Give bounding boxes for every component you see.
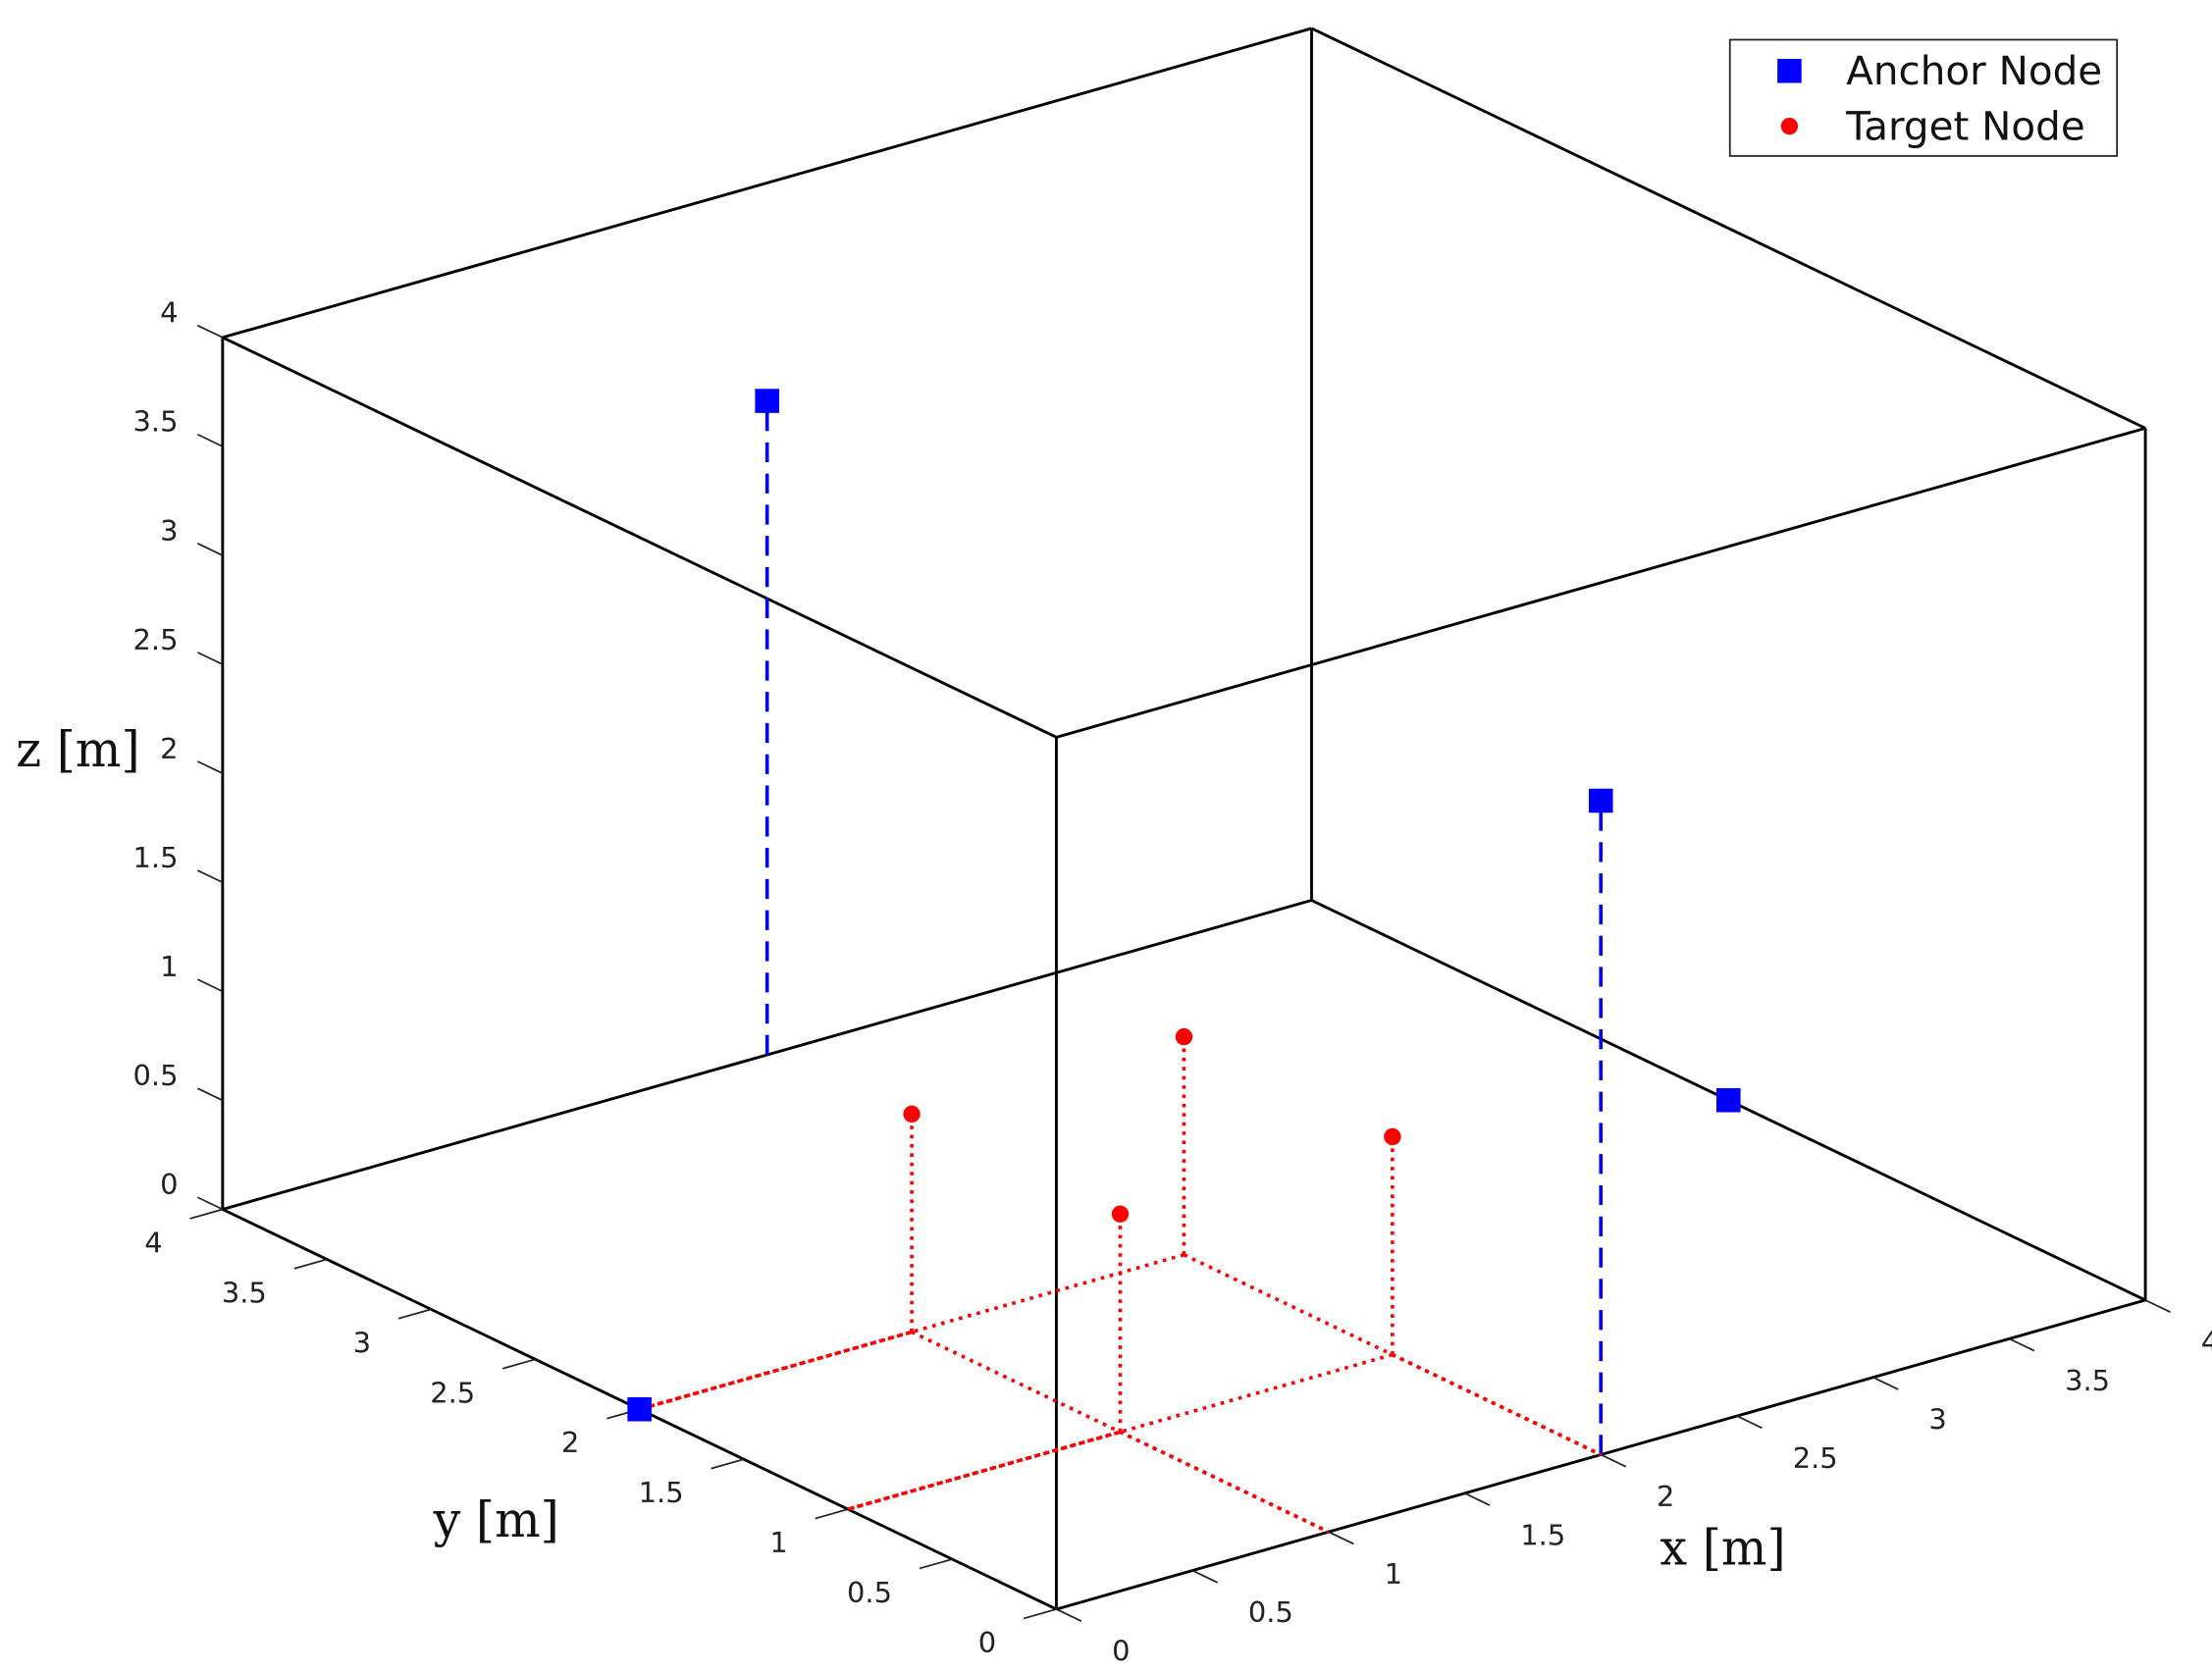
x-tick bbox=[2144, 1299, 2171, 1313]
x-tick bbox=[1600, 1453, 1627, 1468]
x-tick bbox=[1464, 1492, 1491, 1506]
x-tick-label: 1 bbox=[1385, 1557, 1402, 1591]
target-marker bbox=[1175, 1027, 1193, 1046]
y-tick bbox=[397, 1308, 432, 1320]
anchor-marker bbox=[1588, 788, 1613, 813]
z-tick bbox=[196, 1196, 224, 1211]
x-tick-label: 0.5 bbox=[1248, 1595, 1293, 1629]
z-tick-label: 0.5 bbox=[133, 1059, 179, 1092]
z-tick bbox=[196, 1087, 224, 1102]
anchor-marker bbox=[627, 1396, 652, 1422]
x-tick bbox=[1872, 1376, 1899, 1390]
x-tick-label: 4 bbox=[2201, 1326, 2212, 1359]
y-tick-label: 3 bbox=[353, 1326, 371, 1359]
z-axis-label: z [m] bbox=[16, 721, 139, 778]
y-tick bbox=[711, 1458, 745, 1470]
y-tick bbox=[189, 1208, 224, 1220]
y-axis-label: y [m] bbox=[433, 1491, 559, 1548]
z-tick bbox=[196, 760, 224, 774]
data-layer bbox=[627, 389, 1741, 1534]
legend-marker bbox=[1777, 58, 1802, 83]
x-tick bbox=[1056, 1608, 1082, 1622]
y-tick-label: 3.5 bbox=[222, 1276, 267, 1309]
x-tick bbox=[1191, 1569, 1218, 1584]
z-tick bbox=[196, 652, 224, 665]
target-marker bbox=[903, 1105, 921, 1124]
z-tick-label: 1.5 bbox=[133, 841, 179, 874]
z-tick bbox=[196, 543, 224, 556]
z-tick-label: 0 bbox=[160, 1168, 178, 1201]
projection-line bbox=[1392, 1352, 1603, 1457]
x-tick-label: 0 bbox=[1112, 1635, 1130, 1668]
box-edge bbox=[222, 336, 1058, 739]
anchor-marker bbox=[1716, 1087, 1741, 1113]
x-tick bbox=[1736, 1415, 1763, 1430]
y-tick bbox=[293, 1258, 328, 1270]
x-tick bbox=[2009, 1337, 2035, 1352]
z-tick-label: 4 bbox=[160, 296, 178, 330]
x-tick-label: 2 bbox=[1657, 1480, 1674, 1513]
y-tick bbox=[1023, 1608, 1057, 1620]
z-tick-label: 2.5 bbox=[133, 623, 179, 656]
x-tick-label: 2.5 bbox=[1793, 1441, 1838, 1475]
x-tick-label: 3.5 bbox=[2065, 1364, 2110, 1397]
y-tick-label: 0 bbox=[978, 1626, 996, 1659]
x-tick bbox=[1328, 1531, 1354, 1545]
legend-label: Target Node bbox=[1845, 103, 2085, 150]
ticks: 0 0.5 1 1.5 2 2.5 3 3.5 4 0 0.5 1 1.5 2 2.5 3 3.5 4 0 0.5 1 1… bbox=[133, 296, 2212, 1668]
box-edge bbox=[1310, 26, 2146, 430]
box-edge bbox=[222, 26, 1312, 340]
y-tick bbox=[501, 1358, 536, 1370]
x-axis-label: x [m] bbox=[1659, 1520, 1785, 1577]
z-tick-label: 3.5 bbox=[133, 405, 179, 439]
projection-line bbox=[847, 1352, 1394, 1511]
z-tick bbox=[196, 433, 224, 447]
x-tick-label: 3 bbox=[1928, 1402, 1946, 1436]
legend-marker bbox=[1780, 117, 1799, 135]
y-tick-label: 0.5 bbox=[847, 1576, 892, 1609]
z-tick-label: 2 bbox=[160, 732, 178, 765]
z-tick-label: 3 bbox=[160, 514, 178, 548]
y-tick-label: 2.5 bbox=[430, 1376, 475, 1409]
projection-line bbox=[1119, 1430, 1330, 1534]
legend-label: Anchor Node bbox=[1846, 47, 2102, 94]
y-tick-label: 1.5 bbox=[639, 1476, 684, 1509]
projection-line bbox=[639, 1252, 1185, 1411]
y-tick-label: 1 bbox=[769, 1526, 787, 1559]
y-tick bbox=[815, 1508, 849, 1520]
z-tick bbox=[196, 324, 224, 339]
z-tick-label: 1 bbox=[160, 950, 178, 983]
anchor-marker bbox=[755, 389, 779, 413]
y-tick-label: 2 bbox=[561, 1426, 579, 1459]
target-marker bbox=[1384, 1127, 1401, 1146]
box-edge bbox=[1056, 426, 2146, 739]
z-tick bbox=[196, 869, 224, 884]
projection-line bbox=[847, 1430, 1121, 1511]
target-marker bbox=[1111, 1205, 1130, 1223]
x-tick-label: 1.5 bbox=[1520, 1519, 1565, 1552]
z-tick bbox=[196, 978, 224, 993]
y-tick bbox=[919, 1558, 953, 1570]
legend: Anchor Node Target Node bbox=[1728, 38, 2119, 157]
y-tick-label: 4 bbox=[144, 1226, 162, 1259]
